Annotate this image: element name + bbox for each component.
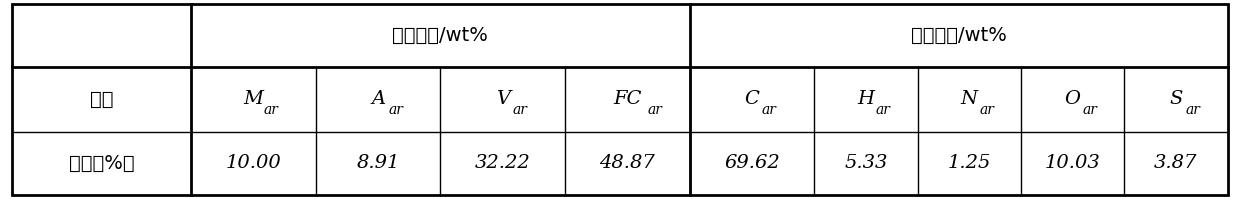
Text: ar: ar — [647, 103, 662, 117]
Text: C: C — [744, 91, 759, 108]
Text: 元素分析/wt%: 元素分析/wt% — [910, 26, 1007, 45]
Text: ar: ar — [875, 103, 890, 117]
Text: 8.91: 8.91 — [356, 154, 399, 173]
Text: A: A — [371, 91, 386, 108]
Text: ar: ar — [980, 103, 994, 117]
Text: M: M — [243, 91, 264, 108]
Text: ar: ar — [512, 103, 527, 117]
Text: 10.03: 10.03 — [1044, 154, 1100, 173]
Text: ar: ar — [264, 103, 278, 117]
Text: 48.87: 48.87 — [599, 154, 655, 173]
Text: 10.00: 10.00 — [226, 154, 281, 173]
Text: 5.33: 5.33 — [844, 154, 888, 173]
Text: 3.87: 3.87 — [1154, 154, 1198, 173]
Text: 含量（%）: 含量（%） — [69, 154, 135, 173]
Text: 69.62: 69.62 — [724, 154, 780, 173]
Text: 工业分析/wt%: 工业分析/wt% — [393, 26, 489, 45]
Text: 项目: 项目 — [91, 90, 114, 109]
Text: 1.25: 1.25 — [947, 154, 991, 173]
Text: N: N — [961, 91, 978, 108]
Text: O: O — [1065, 91, 1080, 108]
Text: 32.22: 32.22 — [475, 154, 531, 173]
Text: S: S — [1169, 91, 1183, 108]
Text: V: V — [496, 91, 510, 108]
Text: ar: ar — [1083, 103, 1097, 117]
Text: FC: FC — [613, 91, 641, 108]
Text: ar: ar — [1185, 103, 1200, 117]
Text: H: H — [857, 91, 874, 108]
Text: ar: ar — [388, 103, 403, 117]
Text: ar: ar — [761, 103, 776, 117]
